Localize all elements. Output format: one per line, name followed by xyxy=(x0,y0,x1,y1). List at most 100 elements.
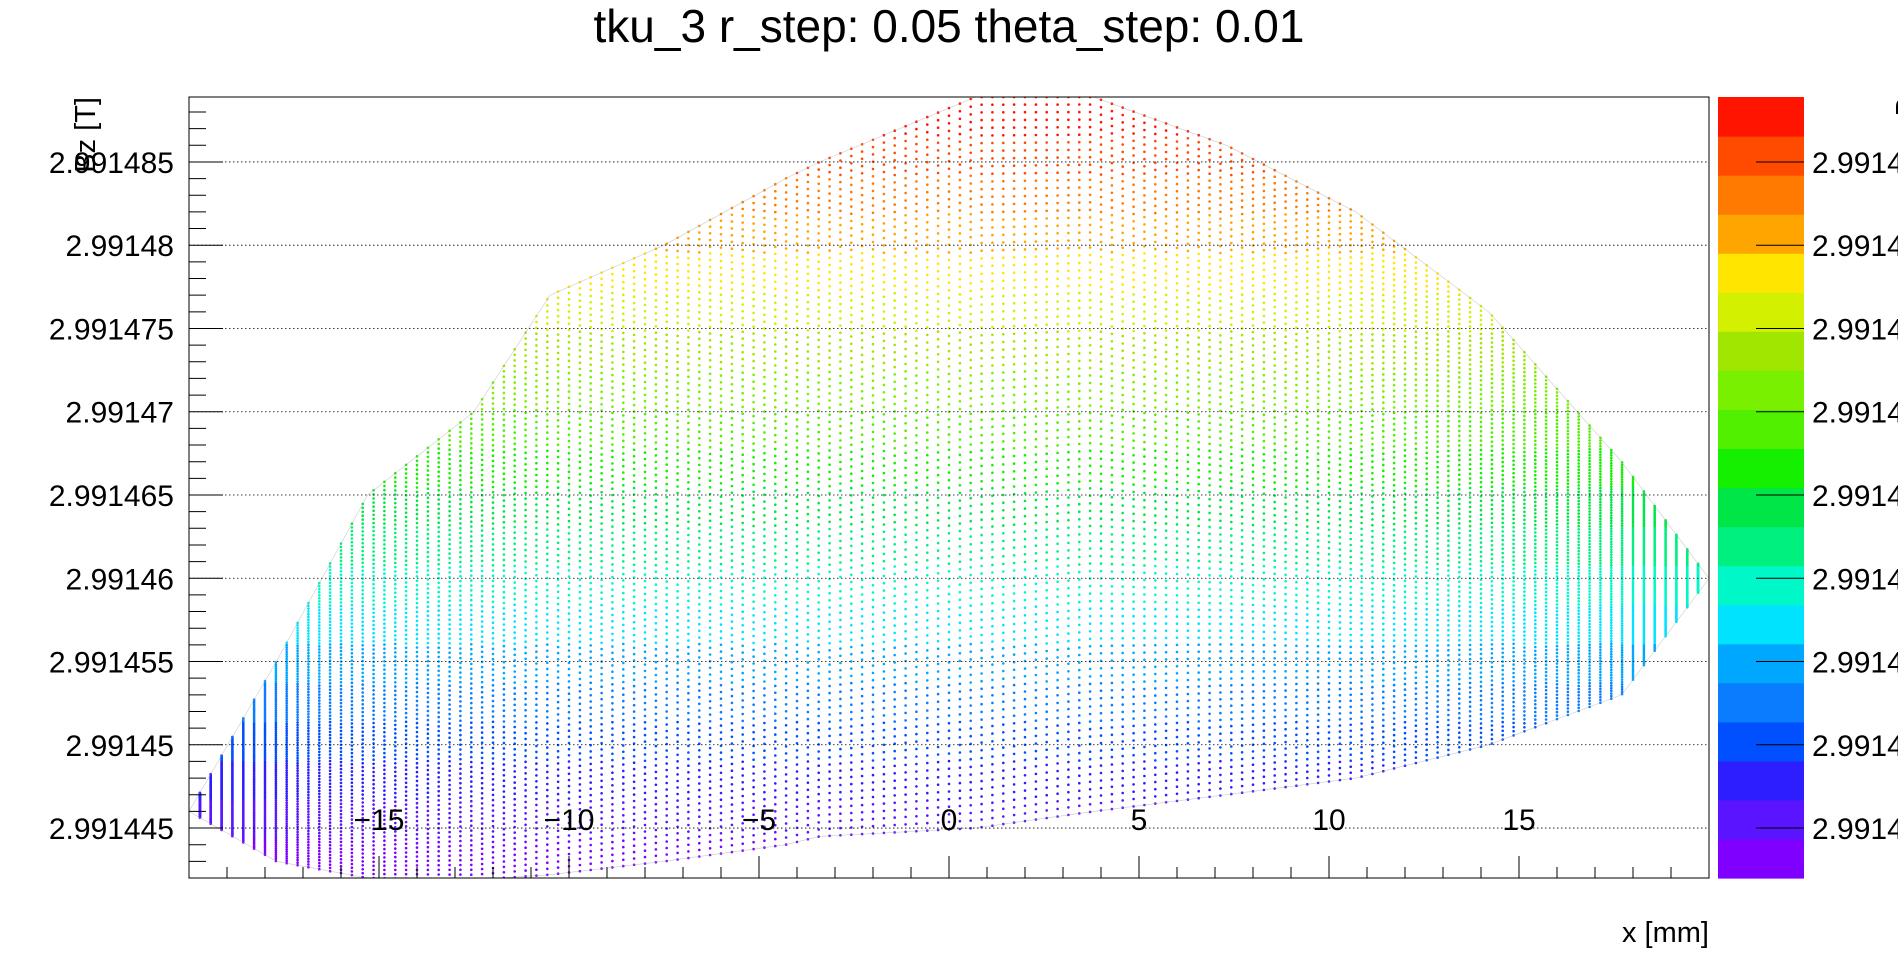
data-point xyxy=(361,565,365,569)
data-point xyxy=(556,725,560,728)
data-point xyxy=(752,600,755,603)
data-point xyxy=(524,766,527,769)
data-point xyxy=(643,849,647,852)
data-point xyxy=(611,512,614,516)
data-point xyxy=(459,729,462,732)
data-point xyxy=(535,685,538,689)
data-point xyxy=(741,432,744,436)
data-point xyxy=(546,716,549,719)
data-point xyxy=(339,726,343,729)
data-point xyxy=(535,467,538,471)
data-point xyxy=(459,767,462,771)
data-point xyxy=(448,566,451,569)
data-point xyxy=(263,818,267,822)
data-point xyxy=(567,630,571,634)
data-point xyxy=(350,640,354,644)
data-point xyxy=(524,617,527,621)
data-point xyxy=(394,591,397,594)
data-point xyxy=(654,318,658,322)
data-point xyxy=(752,717,755,720)
data-point xyxy=(404,698,408,702)
data-point xyxy=(698,523,701,526)
data-point xyxy=(687,540,690,543)
data-point xyxy=(676,845,679,848)
data-point xyxy=(404,533,408,536)
data-point xyxy=(263,804,267,807)
data-point xyxy=(285,697,289,700)
data-point xyxy=(350,526,354,529)
data-point xyxy=(643,432,647,435)
data-point xyxy=(285,822,289,826)
data-point xyxy=(665,365,668,369)
data-point xyxy=(285,796,289,800)
data-point xyxy=(535,697,538,701)
data-point xyxy=(426,609,430,613)
data-point xyxy=(524,640,527,643)
data-point xyxy=(708,499,712,503)
data-point xyxy=(600,490,603,494)
data-point xyxy=(285,780,289,784)
data-point xyxy=(546,461,549,465)
data-point xyxy=(730,566,734,569)
data-point xyxy=(372,529,375,533)
data-point xyxy=(567,636,571,640)
data-point xyxy=(730,660,734,664)
data-point xyxy=(491,741,495,744)
data-point xyxy=(394,629,397,633)
data-point xyxy=(676,511,679,514)
data-point xyxy=(502,784,506,788)
data-point xyxy=(339,812,343,816)
data-point xyxy=(437,637,441,640)
data-point xyxy=(567,489,571,492)
data-point xyxy=(361,765,365,769)
data-point xyxy=(480,797,484,800)
data-point xyxy=(654,383,658,386)
data-point xyxy=(752,421,755,425)
data-point xyxy=(307,718,310,722)
data-point xyxy=(263,769,267,772)
data-point xyxy=(470,525,473,528)
data-point xyxy=(513,836,516,840)
data-point xyxy=(600,371,603,375)
data-point xyxy=(296,823,299,826)
data-point xyxy=(687,401,690,405)
data-point xyxy=(752,641,755,645)
data-point xyxy=(318,693,321,696)
data-point xyxy=(600,384,603,387)
data-point xyxy=(307,854,310,858)
data-point xyxy=(339,722,343,726)
data-point xyxy=(676,622,679,626)
data-point xyxy=(741,692,744,695)
data-point xyxy=(480,549,484,553)
data-point xyxy=(567,575,571,578)
data-point xyxy=(567,427,571,430)
data-point xyxy=(535,632,538,636)
data-point xyxy=(318,786,321,790)
data-point xyxy=(404,829,408,832)
data-point xyxy=(741,357,744,361)
data-point xyxy=(622,604,625,608)
data-point xyxy=(459,753,462,756)
data-point xyxy=(404,629,408,632)
data-point xyxy=(502,833,506,836)
data-point xyxy=(383,793,386,797)
data-point xyxy=(307,746,310,749)
data-point xyxy=(502,601,506,605)
data-point xyxy=(698,841,701,845)
data-point xyxy=(665,443,668,447)
data-point xyxy=(415,508,419,512)
data-point xyxy=(383,593,386,596)
data-point xyxy=(676,818,679,822)
data-point xyxy=(730,416,734,420)
data-point xyxy=(426,650,430,654)
data-point xyxy=(632,806,636,809)
data-point xyxy=(730,301,734,305)
data-point xyxy=(676,563,679,567)
data-point xyxy=(394,791,397,795)
data-point xyxy=(556,719,560,722)
data-point xyxy=(459,498,462,501)
data-point xyxy=(719,731,723,734)
data-point xyxy=(502,634,506,637)
data-point xyxy=(339,746,343,750)
data-point xyxy=(730,267,734,271)
